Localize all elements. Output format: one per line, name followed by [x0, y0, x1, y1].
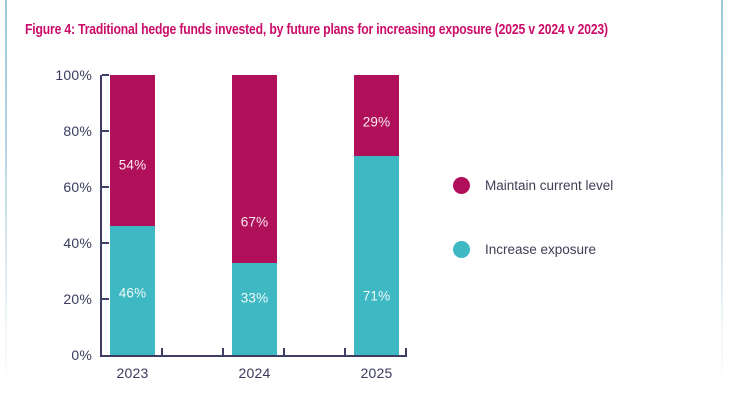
- bar-segment-maintain-current-level: [354, 75, 399, 157]
- legend-label: Increase exposure: [485, 242, 597, 257]
- bar-value-label: 54%: [118, 157, 147, 173]
- y-axis-tick: [102, 298, 109, 300]
- bar-2023: 46% 54%: [110, 75, 155, 355]
- y-axis-label: 60%: [63, 179, 92, 195]
- bar-segment-increase-exposure: [232, 262, 277, 355]
- y-axis-tick: [102, 130, 109, 132]
- bar-segment-maintain-current-level: [110, 75, 155, 227]
- legend-label: Maintain current level: [485, 178, 614, 193]
- bar-value-label: 29%: [362, 114, 391, 130]
- plot-area: 0% 20% 40% 60% 80% 100% 46% 54% 2023 33% 67% 2024 71…: [55, 67, 407, 381]
- bar-2024: 33% 67%: [232, 75, 277, 355]
- panel-left-border: [5, 0, 7, 410]
- x-axis-tick: [161, 348, 163, 355]
- x-axis-label: 2023: [116, 365, 149, 381]
- bar-value-label: 33%: [240, 290, 269, 306]
- x-axis-tick: [344, 348, 346, 355]
- bar-segment-increase-exposure: [110, 226, 155, 355]
- legend-swatch-circle-icon: [453, 241, 470, 258]
- y-axis-tick: [102, 242, 109, 244]
- bar-segment-increase-exposure: [354, 156, 399, 355]
- x-axis-label: 2024: [238, 365, 271, 381]
- bar-value-label: 67%: [240, 214, 269, 230]
- figure-title: Figure 4: Traditional hedge funds invest…: [25, 22, 608, 38]
- x-axis-tick: [283, 348, 285, 355]
- y-axis-label: 20%: [63, 291, 92, 307]
- y-axis-label: 100%: [55, 67, 92, 83]
- y-axis-tick: [102, 186, 109, 188]
- legend-swatch-circle-icon: [453, 177, 470, 194]
- bar-value-label: 71%: [362, 288, 391, 304]
- y-axis-label: 80%: [63, 123, 92, 139]
- bar-value-label: 46%: [118, 285, 147, 301]
- chart-legend: Maintain current level Increase exposure: [453, 177, 613, 258]
- bar-2025: 71% 29%: [354, 75, 399, 355]
- x-axis-label: 2025: [360, 365, 393, 381]
- x-axis-tick: [405, 348, 407, 355]
- y-axis-tick: [102, 74, 109, 76]
- panel-right-border: [721, 0, 723, 410]
- legend-item: Increase exposure: [453, 241, 613, 258]
- y-axis-label: 40%: [63, 235, 92, 251]
- x-axis-tick: [222, 348, 224, 355]
- legend-item: Maintain current level: [453, 177, 613, 194]
- bar-segment-maintain-current-level: [232, 75, 277, 263]
- y-axis-label: 0%: [71, 347, 92, 363]
